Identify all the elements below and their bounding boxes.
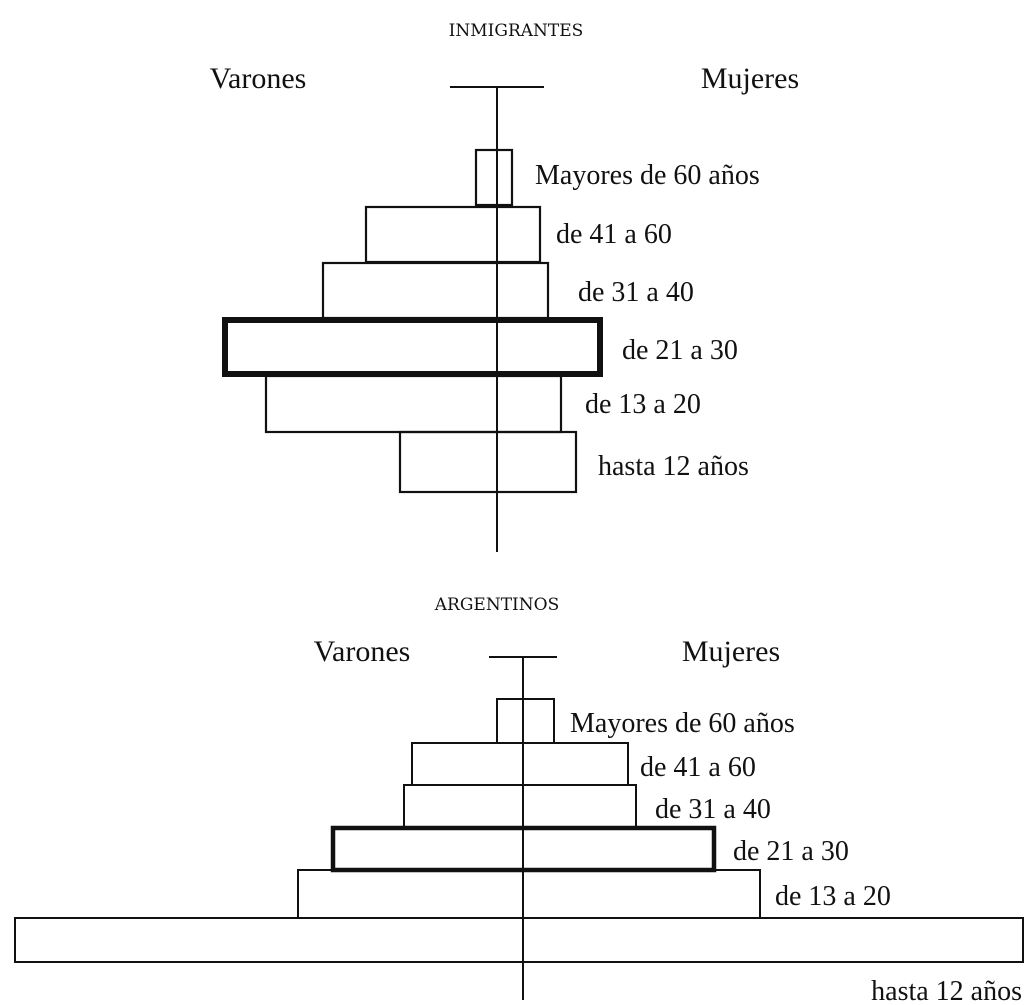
age-bar bbox=[297, 869, 761, 919]
age-group-label: de 21 a 30 bbox=[622, 335, 738, 366]
immigrants-pyramid: INMIGRANTES Varones Mujeres Mayores de 6… bbox=[210, 21, 799, 552]
age-bar bbox=[222, 317, 603, 377]
age-group-label: hasta 12 años bbox=[871, 976, 1022, 1005]
age-bar bbox=[403, 784, 637, 829]
age-group-label: de 41 a 60 bbox=[640, 752, 756, 783]
age-group-label: de 31 a 40 bbox=[655, 794, 771, 825]
age-bar bbox=[264, 374, 563, 434]
age-group-label: de 41 a 60 bbox=[556, 219, 672, 250]
pyramid-title: INMIGRANTES bbox=[449, 21, 584, 41]
age-group-label: hasta 12 años bbox=[598, 451, 749, 482]
age-bar bbox=[364, 205, 542, 264]
age-group-label: de 13 a 20 bbox=[775, 881, 891, 912]
age-bar bbox=[321, 261, 550, 320]
age-group-label: Mayores de 60 años bbox=[570, 708, 795, 739]
age-bar bbox=[398, 430, 578, 494]
age-group-label: Mayores de 60 años bbox=[535, 160, 760, 191]
right-side-label: Mujeres bbox=[701, 62, 799, 95]
age-bar bbox=[474, 148, 514, 207]
age-bar bbox=[411, 742, 629, 786]
pyramid-title: ARGENTINOS bbox=[434, 595, 559, 615]
age-bar bbox=[496, 698, 555, 744]
age-group-label: de 21 a 30 bbox=[733, 836, 849, 867]
age-group-label: de 13 a 20 bbox=[585, 389, 701, 420]
age-group-label: de 31 a 40 bbox=[578, 277, 694, 308]
right-side-label: Mujeres bbox=[682, 635, 780, 668]
argentines-pyramid: ARGENTINOS Varones Mujeres Mayores de 60… bbox=[14, 595, 1024, 1005]
age-bar bbox=[14, 917, 1024, 963]
left-side-label: Varones bbox=[314, 635, 411, 668]
left-side-label: Varones bbox=[210, 62, 307, 95]
